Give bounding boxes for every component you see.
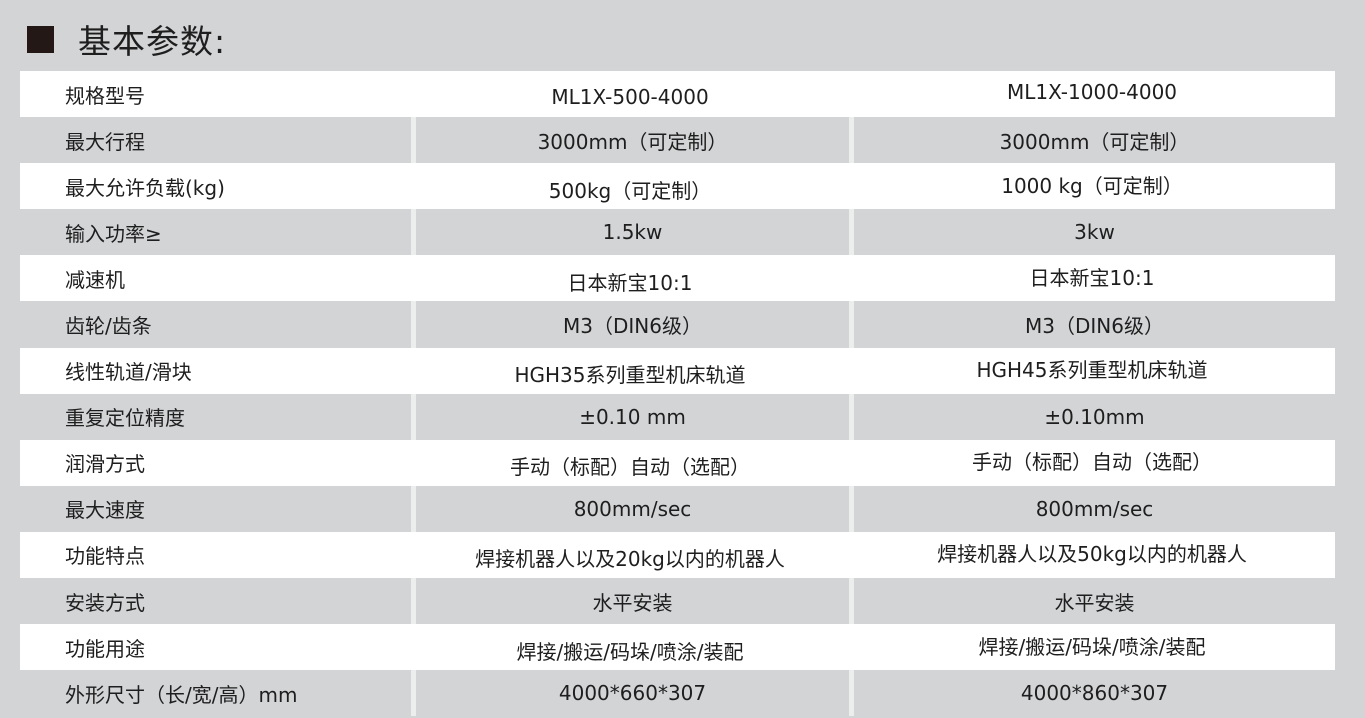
table-row: 安装方式 水平安装 水平安装 [20, 578, 1335, 625]
table-row: 减速机 日本新宝10:1 日本新宝10:1 [20, 255, 1335, 302]
table-row: 功能用途 焊接/搬运/码垛/喷涂/装配 焊接/搬运/码垛/喷涂/装配 [20, 624, 1335, 671]
spec-label: 齿轮/齿条 [65, 314, 152, 339]
table-row: 最大允许负载(kg) 500kg（可定制） 1000 kg（可定制） [20, 163, 1335, 210]
spec-label: 外形尺寸（长/宽/高）mm [65, 682, 298, 707]
table-row: 功能特点 焊接机器人以及20kg以内的机器人 焊接机器人以及50kg以内的机器人 [20, 531, 1335, 579]
spec-value-model-2: 4000*860*307 [849, 670, 1335, 717]
spec-value-model-2: 焊接/搬运/码垛/喷涂/装配 [978, 634, 1206, 659]
spec-value-model-2: 日本新宝10:1 [1029, 265, 1155, 290]
spec-value-model-1: 500kg（可定制） [548, 178, 712, 203]
spec-value-model-2: M3（DIN6级） [849, 301, 1335, 348]
spec-value-model-1: 焊接机器人以及20kg以内的机器人 [475, 547, 785, 572]
spec-value-model-1: ±0.10 mm [411, 393, 849, 440]
table-row: 最大行程 3000mm（可定制） 3000mm（可定制） [20, 117, 1335, 164]
spec-label: 安装方式 [65, 590, 145, 615]
spec-value-model-1: 焊接/搬运/码垛/喷涂/装配 [516, 639, 744, 664]
spec-value-model-1: 4000*660*307 [411, 670, 849, 717]
table-row: 润滑方式 手动（标配）自动（选配） 手动（标配）自动（选配） [20, 439, 1335, 486]
square-bullet-icon [27, 25, 54, 53]
table-row: 最大速度 800mm/sec 800mm/sec [20, 485, 1335, 532]
spec-label: 功能特点 [65, 544, 145, 569]
spec-value-model-2: 3kw [849, 209, 1335, 256]
spec-value-model-2: 水平安装 [849, 578, 1335, 625]
spec-value-model-2: ±0.10mm [849, 393, 1335, 440]
table-row: 齿轮/齿条 M3（DIN6级） M3（DIN6级） [20, 301, 1335, 348]
spec-label: 最大允许负载(kg) [65, 175, 225, 200]
spec-label: 重复定位精度 [65, 406, 185, 431]
spec-value-model-1: 日本新宝10:1 [567, 270, 693, 295]
spec-value-model-1: HGH35系列重型机床轨道 [514, 363, 746, 388]
spec-value-model-1: ML1X-500-4000 [551, 85, 709, 110]
spec-value-model-2: 1000 kg（可定制） [1001, 173, 1183, 198]
spec-value-model-2: 焊接机器人以及50kg以内的机器人 [937, 542, 1247, 567]
spec-table: 规格型号 ML1X-500-4000 ML1X-1000-4000 最大行程 3000m… [20, 71, 1335, 717]
spec-label: 功能用途 [65, 636, 145, 661]
spec-value-model-2: 手动（标配）自动（选配） [972, 450, 1212, 475]
spec-value-model-1: M3（DIN6级） [411, 301, 849, 348]
table-row: 输入功率≥ 1.5kw 3kw [20, 209, 1335, 256]
spec-label: 最大行程 [65, 129, 145, 154]
spec-value-model-2: ML1X-1000-4000 [1006, 80, 1178, 105]
section-title-text: 基本参数: [78, 22, 227, 61]
spec-value-model-1: 手动（标配）自动（选配） [510, 455, 750, 480]
spec-value-model-2: HGH45系列重型机床轨道 [976, 358, 1208, 383]
spec-label: 输入功率≥ [65, 221, 162, 246]
spec-label: 线性轨道/滑块 [65, 360, 192, 385]
spec-label: 润滑方式 [65, 452, 145, 477]
spec-label: 规格型号 [65, 83, 145, 108]
table-row: 线性轨道/滑块 HGH35系列重型机床轨道 HGH45系列重型机床轨道 [20, 347, 1335, 394]
spec-value-model-1: 1.5kw [411, 209, 849, 256]
table-row: 外形尺寸（长/宽/高）mm 4000*660*307 4000*860*307 [20, 670, 1335, 717]
section-title: 基本参数: [27, 14, 226, 64]
table-row: 重复定位精度 ±0.10 mm ±0.10mm [20, 393, 1335, 440]
table-row: 规格型号 ML1X-500-4000 ML1X-1000-4000 [20, 71, 1335, 118]
spec-value-model-2: 800mm/sec [849, 485, 1335, 532]
spec-label: 减速机 [65, 267, 125, 292]
spec-value-model-1: 水平安装 [411, 578, 849, 625]
spec-value-model-1: 800mm/sec [411, 485, 849, 532]
spec-value-model-1: 3000mm（可定制） [411, 117, 849, 164]
spec-value-model-2: 3000mm（可定制） [849, 117, 1335, 164]
spec-label: 最大速度 [65, 498, 145, 523]
